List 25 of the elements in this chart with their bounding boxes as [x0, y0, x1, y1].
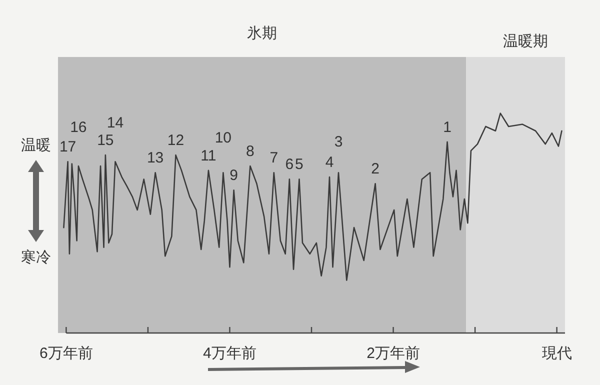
- x-tick-label: 2万年前: [366, 345, 420, 362]
- annotation: 7: [270, 150, 278, 167]
- annotation: 8: [246, 143, 254, 160]
- x-tick-label: 6万年前: [40, 345, 93, 362]
- annotation: 2: [371, 160, 380, 178]
- annotation: 16: [70, 119, 87, 136]
- annotation: 5: [295, 156, 304, 174]
- x-tick-label: 現代: [542, 345, 572, 362]
- text: 寒冷: [21, 249, 51, 266]
- annotation: 15: [97, 132, 114, 150]
- annotation: 4: [325, 154, 334, 172]
- band-label: 温暖期: [503, 33, 548, 50]
- annotation: 10: [214, 130, 232, 147]
- annotation: 14: [106, 114, 124, 132]
- annotation: 9: [230, 167, 238, 184]
- annotation: 11: [200, 147, 216, 164]
- annotation: 3: [334, 134, 343, 151]
- text: 温暖: [21, 137, 51, 154]
- band-label: 氷期: [247, 25, 278, 42]
- x-tick-label: 4万年前: [203, 345, 256, 362]
- annotation: 6: [285, 156, 294, 174]
- annotation: 13: [146, 150, 164, 167]
- annotation: 1: [443, 118, 452, 136]
- annotation: 17: [59, 138, 76, 156]
- annotation: 12: [167, 132, 184, 150]
